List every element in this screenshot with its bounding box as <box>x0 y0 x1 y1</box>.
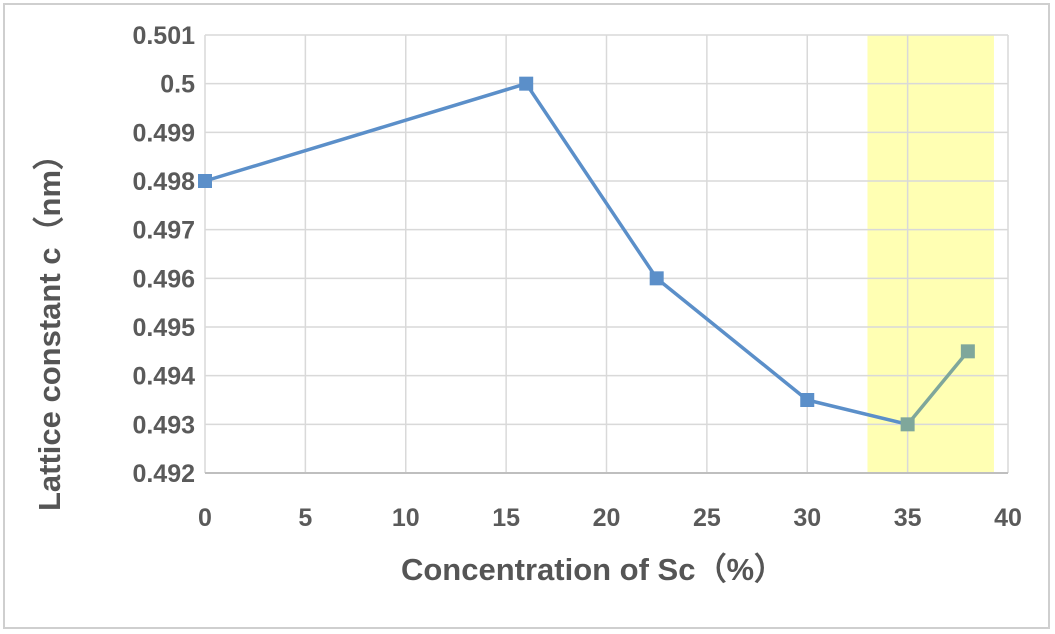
tick-layer: 0 5 10 15 20 25 30 35 40 0.501 0.5 0.499 0.498 0.497 0… <box>132 22 1021 532</box>
y-tick-label: 0.5 <box>160 71 195 99</box>
y-tick-label: 0.499 <box>132 119 195 147</box>
series-line-segment <box>203 81 528 183</box>
y-tick-label: 0.501 <box>132 22 195 50</box>
series-layer <box>198 76 975 432</box>
data-point-marker <box>800 393 815 407</box>
series-line-segment <box>805 398 910 427</box>
highlight-layer <box>867 35 994 473</box>
data-point-marker <box>198 174 212 188</box>
x-tick-label: 30 <box>793 504 821 532</box>
series-line-segment <box>905 349 970 427</box>
y-tick-label: 0.492 <box>132 460 195 488</box>
x-tick-label: 35 <box>894 504 922 532</box>
y-tick-label: 0.496 <box>132 265 195 293</box>
y-tick-label: 0.495 <box>132 314 195 342</box>
y-tick-label: 0.494 <box>132 363 195 391</box>
x-tick-label: 10 <box>392 504 420 532</box>
y-tick-label: 0.497 <box>132 217 195 245</box>
y-axis-title: Lattice constant c（nm） <box>32 139 67 511</box>
y-tick-label: 0.498 <box>132 168 195 196</box>
x-tick-label: 5 <box>298 504 312 532</box>
x-axis-title: Concentration of Sc（%） <box>401 552 785 587</box>
highlight-band <box>867 35 994 473</box>
x-tick-label: 40 <box>994 504 1022 532</box>
x-tick-label: 0 <box>198 504 212 532</box>
y-tick-label: 0.493 <box>132 411 195 439</box>
data-point-marker <box>519 76 534 91</box>
data-point-marker <box>960 344 975 359</box>
series-line-segment <box>654 276 809 402</box>
x-tick-label: 25 <box>693 504 721 532</box>
data-point-marker <box>900 417 915 432</box>
x-tick-label: 15 <box>492 504 520 532</box>
data-point-marker <box>649 271 664 286</box>
x-tick-label: 20 <box>593 504 621 532</box>
series-line-segment <box>524 81 659 281</box>
